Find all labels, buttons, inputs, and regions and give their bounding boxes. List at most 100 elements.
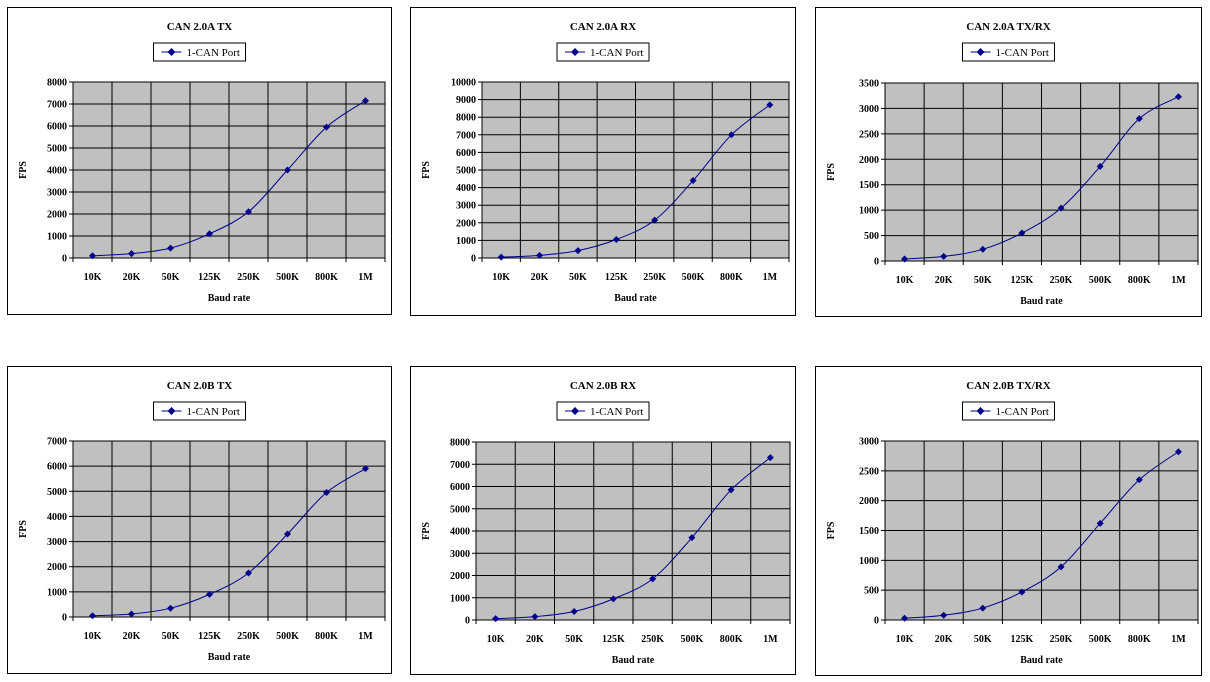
chart-title: CAN 2.0B RX bbox=[570, 380, 636, 392]
y-tick-label: 6000 bbox=[47, 462, 67, 473]
x-tick-label: 50K bbox=[162, 272, 180, 283]
legend-marker bbox=[976, 48, 985, 56]
legend: 1-CAN Port bbox=[153, 401, 246, 421]
data-point bbox=[979, 604, 987, 612]
y-tick-label: 500 bbox=[864, 586, 879, 597]
data-point bbox=[688, 534, 696, 542]
data-point bbox=[940, 252, 948, 260]
x-tick-label: 20K bbox=[123, 272, 141, 283]
legend-label: 1-CAN Port bbox=[590, 406, 643, 418]
x-tick-label: 1M bbox=[358, 272, 373, 283]
data-point bbox=[1135, 115, 1143, 123]
x-tick-label: 10K bbox=[84, 631, 102, 642]
y-tick-label: 3000 bbox=[47, 537, 67, 548]
x-tick-label: 125K bbox=[1011, 634, 1034, 645]
line-chart: CAN 2.0A RX 1-CAN Port 0 1000 2000 3000 4000 50… bbox=[421, 21, 790, 304]
y-tick-label: 0 bbox=[874, 257, 879, 268]
x-tick-label: 800K bbox=[315, 272, 338, 283]
line-chart: CAN 2.0B TX 1-CAN Port 0 1000 2000 3000 4000 50… bbox=[18, 380, 386, 663]
data-point bbox=[1018, 229, 1026, 237]
series-line bbox=[495, 457, 771, 620]
data-point bbox=[766, 454, 774, 462]
y-tick-label: 10000 bbox=[451, 78, 476, 89]
data-point bbox=[89, 612, 96, 620]
data-point bbox=[128, 610, 135, 618]
data-point bbox=[1135, 476, 1143, 484]
y-tick-label: 5000 bbox=[47, 144, 67, 155]
chart-panel-can20a-txrx: CAN 2.0A TX/RX 1-CAN Port 0 500 1000 1500 2000… bbox=[815, 7, 1202, 317]
y-tick-label: 8000 bbox=[456, 113, 476, 124]
x-tick-label: 800K bbox=[1128, 634, 1151, 645]
data-point bbox=[612, 236, 620, 244]
x-tick-label: 10K bbox=[84, 272, 102, 283]
legend-box bbox=[962, 401, 1055, 421]
y-tick-label: 8000 bbox=[450, 438, 470, 449]
x-tick-label: 500K bbox=[1089, 275, 1112, 286]
y-tick-label: 9000 bbox=[456, 95, 476, 106]
y-tick-label: 6000 bbox=[47, 122, 67, 133]
data-point bbox=[1018, 588, 1026, 596]
y-tick-label: 6000 bbox=[450, 482, 470, 493]
y-tick-label: 0 bbox=[874, 616, 879, 627]
x-tick-label: 500K bbox=[276, 272, 299, 283]
x-tick-label: 125K bbox=[1011, 275, 1034, 286]
data-point bbox=[609, 595, 617, 603]
legend-box bbox=[962, 42, 1055, 62]
data-point bbox=[766, 101, 774, 109]
series-line bbox=[904, 451, 1179, 619]
y-tick-label: 2000 bbox=[859, 496, 879, 507]
y-tick-label: 0 bbox=[471, 254, 476, 265]
data-point bbox=[362, 97, 369, 105]
x-tick-label: 250K bbox=[1050, 634, 1073, 645]
y-tick-label: 7000 bbox=[456, 130, 476, 141]
y-tick-label: 7000 bbox=[47, 100, 67, 111]
chart-title: CAN 2.0A TX/RX bbox=[966, 21, 1051, 33]
y-tick-label: 1000 bbox=[450, 593, 470, 604]
data-point bbox=[323, 123, 330, 131]
data-point bbox=[649, 575, 657, 583]
chart-title: CAN 2.0A TX bbox=[167, 21, 233, 33]
x-tick-label: 500K bbox=[682, 272, 705, 283]
data-point bbox=[1174, 93, 1182, 101]
y-tick-label: 5000 bbox=[456, 166, 476, 177]
x-tick-label: 20K bbox=[935, 634, 953, 645]
legend-label: 1-CAN Port bbox=[590, 47, 643, 59]
legend-marker bbox=[571, 407, 579, 415]
x-axis-label: Baud rate bbox=[614, 293, 657, 304]
x-tick-label: 20K bbox=[935, 275, 953, 286]
y-tick-label: 4000 bbox=[450, 527, 470, 538]
line-chart: CAN 2.0B TX/RX 1-CAN Port 0 500 1000 1500 2000… bbox=[826, 380, 1199, 666]
legend: 1-CAN Port bbox=[962, 42, 1055, 62]
x-tick-label: 50K bbox=[162, 631, 180, 642]
y-tick-label: 3000 bbox=[859, 437, 879, 448]
chart-title: CAN 2.0A RX bbox=[570, 21, 636, 33]
data-point bbox=[1057, 563, 1065, 571]
data-point bbox=[574, 247, 582, 255]
y-tick-label: 5000 bbox=[450, 504, 470, 515]
y-tick-label: 4000 bbox=[47, 166, 67, 177]
x-tick-label: 50K bbox=[565, 634, 583, 645]
data-point bbox=[284, 166, 291, 174]
x-tick-label: 10K bbox=[896, 634, 914, 645]
x-tick-label: 20K bbox=[526, 634, 544, 645]
data-point bbox=[323, 489, 330, 497]
x-tick-label: 800K bbox=[720, 634, 743, 645]
data-point bbox=[89, 252, 96, 260]
x-axis-label: Baud rate bbox=[1020, 655, 1063, 666]
y-tick-label: 1500 bbox=[859, 526, 879, 537]
data-point bbox=[128, 250, 135, 258]
data-point bbox=[531, 613, 539, 621]
data-point bbox=[497, 253, 505, 261]
data-point bbox=[1057, 204, 1065, 212]
chart-panel-can20b-rx: CAN 2.0B RX 1-CAN Port 0 1000 2000 3000 4000 50… bbox=[410, 366, 796, 675]
chart-panel-can20a-rx: CAN 2.0A RX 1-CAN Port 0 1000 2000 3000 4000 50… bbox=[410, 7, 796, 316]
y-axis-label: FPS bbox=[421, 161, 432, 179]
y-tick-label: 3000 bbox=[859, 104, 879, 115]
data-point bbox=[1096, 162, 1104, 170]
legend-marker bbox=[167, 48, 176, 56]
x-tick-label: 125K bbox=[602, 634, 625, 645]
data-point bbox=[206, 590, 213, 598]
x-tick-label: 500K bbox=[276, 631, 299, 642]
data-point bbox=[979, 245, 987, 253]
y-tick-label: 3500 bbox=[859, 79, 879, 90]
